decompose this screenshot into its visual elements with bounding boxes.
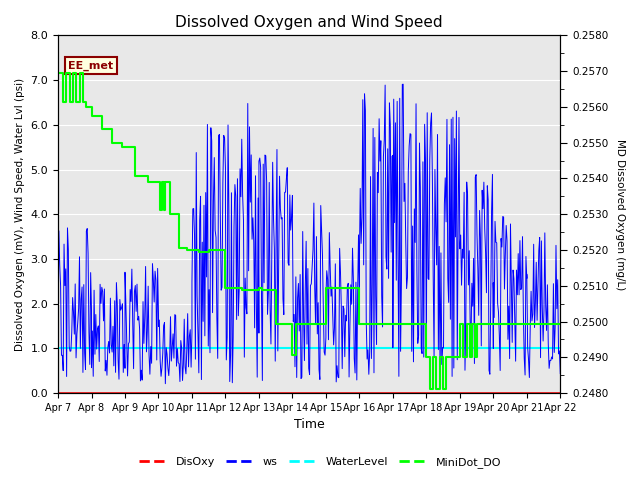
Text: EE_met: EE_met: [68, 60, 113, 71]
Y-axis label: MD Dissolved Oxygen (mg/L): MD Dissolved Oxygen (mg/L): [615, 139, 625, 290]
Title: Dissolved Oxygen and Wind Speed: Dissolved Oxygen and Wind Speed: [175, 15, 443, 30]
Y-axis label: Dissolved Oxygen (mV), Wind Speed, Water Lvl (psi): Dissolved Oxygen (mV), Wind Speed, Water…: [15, 78, 25, 351]
Legend: DisOxy, ws, WaterLevel, MiniDot_DO: DisOxy, ws, WaterLevel, MiniDot_DO: [134, 452, 506, 472]
X-axis label: Time: Time: [294, 419, 324, 432]
